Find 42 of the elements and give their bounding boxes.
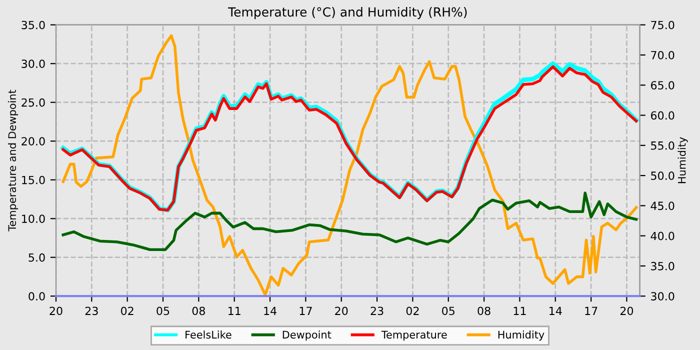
x-tick-label: 11 [514, 306, 526, 315]
y2-tick-label: 45.0 [650, 202, 674, 210]
x-tick-label: 23 [85, 306, 98, 316]
x-tick-label: 20 [50, 306, 62, 316]
x-tick-label: 02 [406, 306, 419, 316]
y2-tick-label: 50.0 [651, 172, 674, 180]
x-tick-label: 08 [478, 306, 490, 316]
legend-label: Temperature [381, 330, 447, 341]
x-tick-label: 20 [335, 306, 348, 316]
y-tick-label: 25.0 [22, 98, 45, 107]
y2-tick-label: 35.0 [651, 262, 674, 270]
y-axis-title: Temperature and Dewpoint [8, 90, 18, 232]
y-tick-label: 10.0 [22, 214, 45, 223]
y-tick-label: 35.0 [22, 20, 45, 30]
legend-label: FeelsLike [186, 330, 232, 339]
x-tick-label: 23 [370, 306, 384, 316]
y2-tick-label: 65.0 [650, 81, 674, 90]
x-tick-label: 05 [156, 306, 170, 316]
y-tick-label: 5.0 [28, 253, 45, 262]
y-tick-label: 15.0 [22, 176, 45, 184]
y-tick-label: 30.0 [22, 60, 45, 68]
x-tick-label: 11 [228, 306, 240, 315]
y2-tick-label: 75.0 [651, 20, 674, 30]
x-tick-label: 17 [585, 306, 598, 315]
x-tick-label: 17 [300, 306, 312, 315]
y2-tick-label: 40.0 [650, 232, 674, 240]
x-tick-label: 14 [264, 306, 276, 315]
y2-tick-label: 30.0 [651, 292, 674, 300]
legend-label: Dewpoint [282, 330, 332, 341]
y2-tick-label: 70.0 [651, 50, 674, 60]
x-tick-label: 08 [192, 306, 205, 316]
y-tick-label: 0.0 [28, 292, 45, 300]
x-tick-label: 05 [442, 306, 454, 316]
legend-label: Humidity [498, 330, 544, 341]
x-tick-label: 14 [550, 306, 562, 315]
chart-title: Temperature (°C) and Humidity (RH%) [228, 7, 467, 20]
y-tick-label: 20.0 [22, 137, 45, 146]
y2-tick-label: 55.0 [651, 141, 674, 150]
y2-tick-label: 60.0 [650, 111, 674, 120]
y2-axis-title: Humidity [678, 137, 688, 184]
x-tick-label: 02 [121, 306, 134, 316]
x-tick-label: 20 [620, 306, 634, 316]
